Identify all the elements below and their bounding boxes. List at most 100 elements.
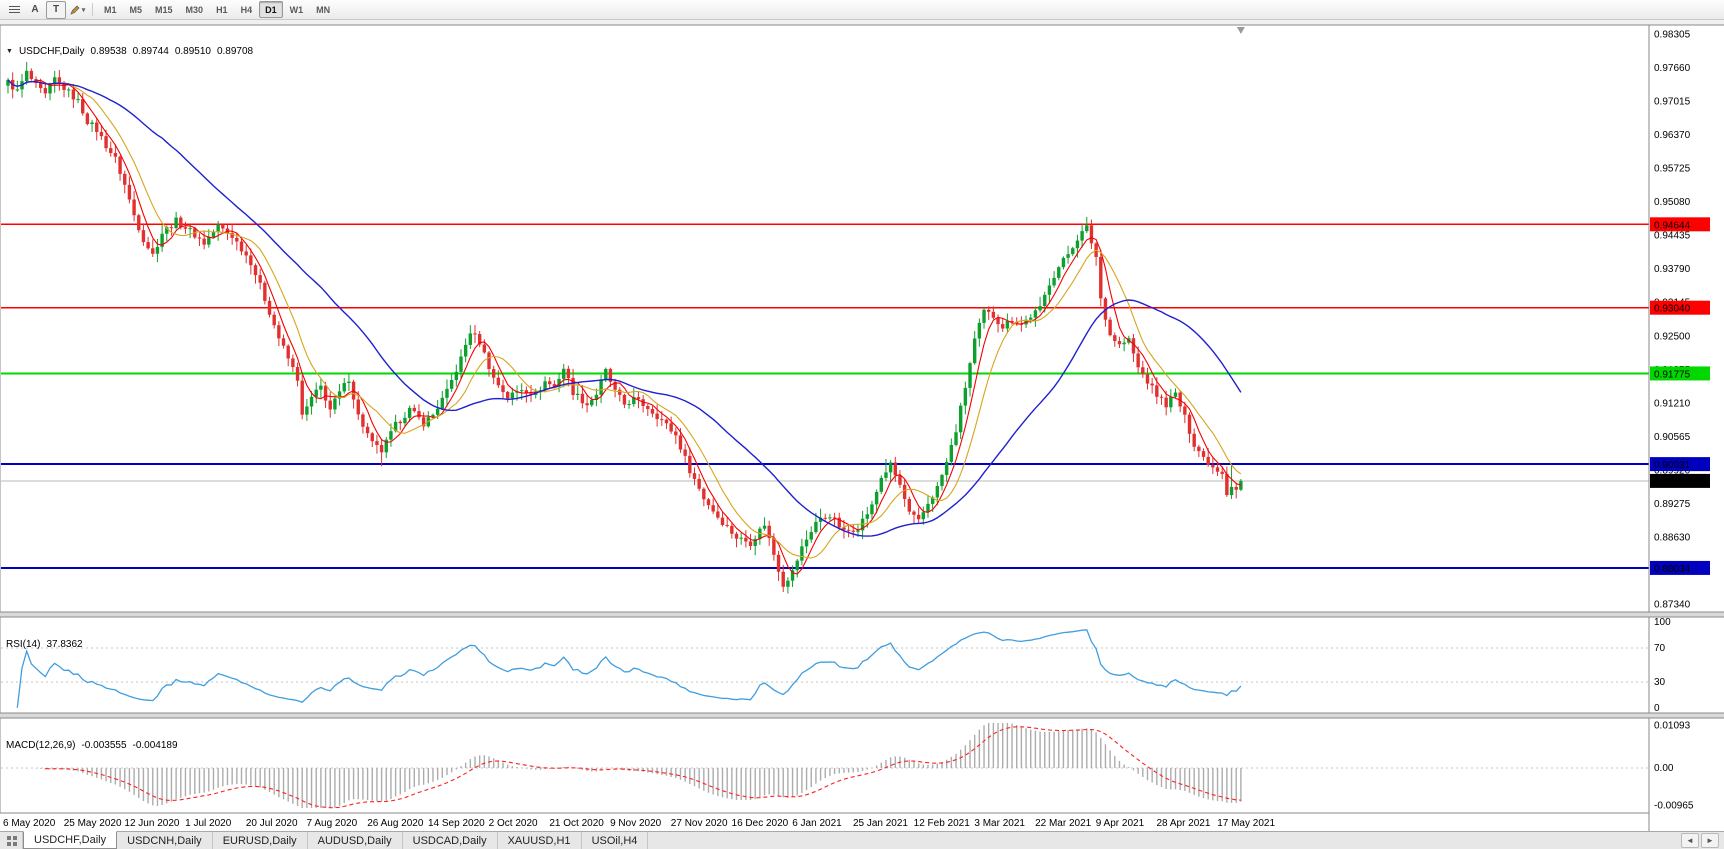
- ma-10-line: [7, 79, 1242, 559]
- price-tick-label: 0.94435: [1654, 231, 1691, 242]
- macd-signal-value: -0.004189: [132, 740, 178, 751]
- candles: [6, 62, 1243, 594]
- tab-usdcad-daily[interactable]: USDCAD,Daily: [403, 832, 498, 849]
- timeframe-mn[interactable]: MN: [316, 4, 331, 15]
- timeframe-w1[interactable]: W1: [289, 4, 304, 15]
- timeframe-m1[interactable]: M1: [104, 4, 117, 15]
- rsi-value: 37.8362: [46, 639, 83, 650]
- macd-tick-label: 0.00: [1654, 763, 1674, 774]
- support-resistance-lines: [1, 223, 1649, 569]
- panel-borders: [0, 24, 1724, 831]
- date-label: 9 Nov 2020: [610, 818, 662, 829]
- letter-t-tool-button[interactable]: T: [46, 0, 66, 19]
- tab-eurusd-daily[interactable]: EURUSD,Daily: [213, 832, 308, 849]
- svg-text:0.94644: 0.94644: [1654, 220, 1691, 231]
- date-label: 25 May 2020: [64, 818, 122, 829]
- price-tick-label: 0.90565: [1654, 432, 1691, 443]
- tab-audusd-daily[interactable]: AUDUSD,Daily: [308, 832, 403, 849]
- macd-panel: [1, 723, 1649, 809]
- date-label: 27 Nov 2020: [671, 818, 728, 829]
- macd-axis: 0.01093 0.00 -0.00965: [1654, 721, 1694, 812]
- price-tick-label: 0.96370: [1654, 130, 1691, 141]
- timeframe-h1[interactable]: H1: [216, 4, 228, 15]
- macd-label: MACD(12,26,9) -0.003555 -0.004189: [6, 740, 178, 751]
- price-tick-label: 0.89275: [1654, 499, 1691, 510]
- menu-icon: [8, 4, 20, 15]
- macd-tick-label: 0.01093: [1654, 721, 1691, 732]
- price-tick-label: 0.92500: [1654, 331, 1691, 342]
- svg-text:0.93040: 0.93040: [1654, 304, 1691, 315]
- draw-tool-button[interactable]: ▾: [67, 1, 87, 19]
- price-tick-label: 0.98305: [1654, 30, 1691, 41]
- date-label: 12 Feb 2021: [914, 818, 971, 829]
- chart-symbol: USDCHF,Daily: [18, 46, 85, 57]
- svg-text:0.88034: 0.88034: [1654, 564, 1691, 575]
- timeframe-d1[interactable]: D1: [259, 1, 283, 18]
- tab-xauusd-h1[interactable]: XAUUSD,H1: [498, 832, 582, 849]
- ohlc-open: 0.89538: [90, 46, 127, 57]
- date-label: 3 Mar 2021: [974, 818, 1025, 829]
- chart-shift-marker-icon[interactable]: [1236, 27, 1245, 34]
- timeframe-m30[interactable]: M30: [185, 4, 204, 15]
- price-tick-label: 0.95725: [1654, 164, 1691, 175]
- date-label: 16 Dec 2020: [732, 818, 789, 829]
- tab-usdchf-daily[interactable]: USDCHF,Daily: [23, 831, 118, 849]
- date-label: 6 May 2020: [3, 818, 56, 829]
- chart-dropdown-icon[interactable]: ▼: [6, 48, 13, 55]
- rsi-axis: 100 70 30 0: [1654, 617, 1671, 714]
- date-label: 1 Jul 2020: [185, 818, 232, 829]
- macd-main-value: -0.003555: [81, 740, 127, 751]
- tab-scroll-left-icon[interactable]: ◄: [1681, 833, 1699, 848]
- panel-splitter[interactable]: [0, 612, 1724, 617]
- tab-scroll-arrows: ◄ ►: [1681, 832, 1724, 849]
- rsi-tick-label: 100: [1654, 617, 1671, 628]
- tab-scroll-right-icon[interactable]: ►: [1701, 833, 1719, 848]
- svg-text:0.90031: 0.90031: [1654, 460, 1691, 471]
- svg-text:0.89708: 0.89708: [1654, 477, 1691, 488]
- toolbar-separator: [92, 3, 93, 16]
- menu-button[interactable]: [4, 1, 24, 19]
- panel-splitter[interactable]: [0, 713, 1724, 718]
- window-list-button[interactable]: [2, 832, 23, 849]
- price-tick-label: 0.93790: [1654, 264, 1691, 275]
- timeframe-h4[interactable]: H4: [240, 4, 253, 15]
- window-grid-icon: [7, 835, 17, 846]
- macd-histogram: [25, 723, 1242, 808]
- tab-usoil-h4[interactable]: USOil,H4: [582, 832, 649, 849]
- date-label: 6 Jan 2021: [792, 818, 842, 829]
- chevron-down-icon: ▾: [81, 6, 86, 14]
- ma-5-line: [7, 79, 1242, 575]
- price-tick-label: 0.88630: [1654, 532, 1691, 543]
- timeframe-m5[interactable]: M5: [129, 4, 143, 15]
- svg-text:0.91775: 0.91775: [1654, 369, 1691, 380]
- tab-list: USDCHF,Daily USDCNH,Daily EURUSD,Daily AUDU…: [23, 831, 649, 849]
- macd-signal-line: [45, 726, 1241, 809]
- rsi-tick-label: 30: [1654, 677, 1666, 688]
- chart-title: ▼ USDCHF,Daily 0.89538 0.89744 0.89510 0…: [6, 46, 253, 57]
- price-tick-label: 0.97660: [1654, 63, 1691, 74]
- top-toolbar: A T ▾ M1 M5 M15 M30 H1 H4 D1 W1 MN: [0, 0, 1724, 20]
- date-label: 17 May 2021: [1217, 818, 1275, 829]
- price-chart: 0.98305 0.97660 0.97015 0.96370 0.95725 0.950…: [0, 20, 1724, 831]
- tab-usdcnh-daily[interactable]: USDCNH,Daily: [117, 832, 213, 849]
- date-label: 26 Aug 2020: [367, 818, 424, 829]
- rsi-line: [16, 629, 1242, 708]
- date-label: 9 Apr 2021: [1096, 818, 1145, 829]
- rsi-tick-label: 0: [1654, 703, 1660, 714]
- price-tick-label: 0.91210: [1654, 398, 1691, 409]
- date-label: 14 Sep 2020: [428, 818, 485, 829]
- price-tick-label: 0.97015: [1654, 97, 1691, 108]
- date-label: 12 Jun 2020: [124, 818, 179, 829]
- chart-window: 0.98305 0.97660 0.97015 0.96370 0.95725 0.950…: [0, 20, 1724, 831]
- rsi-label: RSI(14) 37.8362: [6, 639, 83, 650]
- moving-average-lines: [7, 79, 1242, 575]
- price-tick-label: 0.95080: [1654, 197, 1691, 208]
- chart-tab-bar: USDCHF,Daily USDCNH,Daily EURUSD,Daily AUDU…: [0, 831, 1724, 849]
- date-label: 25 Jan 2021: [853, 818, 908, 829]
- date-label: 28 Apr 2021: [1156, 818, 1210, 829]
- timeframe-m15[interactable]: M15: [155, 4, 173, 15]
- price-tick-label: 0.87340: [1654, 600, 1691, 611]
- letter-a-tool-button[interactable]: A: [31, 4, 39, 15]
- macd-tick-label: -0.00965: [1654, 800, 1694, 811]
- date-label: 2 Oct 2020: [489, 818, 538, 829]
